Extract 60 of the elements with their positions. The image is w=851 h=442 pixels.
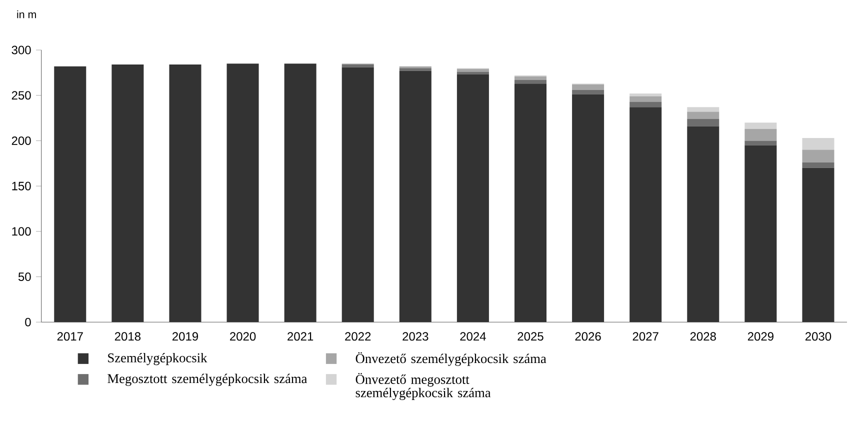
legend-label: Személygépkocsik (108, 352, 208, 366)
bar (514, 83, 546, 322)
bar (342, 64, 374, 68)
x-tick-label: 2020 (230, 332, 256, 341)
bar (572, 84, 604, 90)
bar (630, 96, 662, 102)
bar (687, 126, 720, 322)
x-tick-label: 2027 (632, 332, 658, 341)
bar (112, 64, 144, 322)
bar (342, 67, 374, 322)
bar (687, 112, 720, 119)
x-tick-label: 2024 (460, 332, 486, 341)
bar (744, 145, 777, 322)
bar (687, 118, 720, 126)
bar (54, 66, 86, 322)
bar (630, 93, 662, 96)
y-tick-label: 100 (12, 227, 31, 236)
bar (572, 94, 604, 322)
bar (456, 72, 489, 74)
x-tick-label: 2030 (805, 332, 832, 341)
x-tick-label: 2019 (172, 332, 198, 341)
bar (456, 68, 489, 72)
y-tick-label: 300 (12, 46, 31, 54)
x-tick-label: 2026 (575, 332, 601, 341)
bar (630, 102, 662, 108)
bar (802, 150, 834, 162)
y-tick-label: 150 (12, 182, 31, 190)
x-tick-label: 2022 (345, 332, 371, 341)
bar (744, 128, 777, 141)
bar (514, 76, 546, 80)
bar (802, 168, 834, 322)
x-tick-label: 2023 (402, 332, 428, 341)
x-tick-label: 2028 (690, 332, 716, 341)
bar (456, 74, 489, 322)
y-axis-title: in m (17, 10, 36, 18)
x-tick-label: 2017 (57, 332, 83, 341)
y-tick-label: 50 (18, 272, 31, 281)
bar (744, 122, 777, 129)
bar (802, 138, 834, 150)
bar (744, 140, 777, 146)
bar (687, 107, 720, 112)
x-tick-label: 2018 (114, 332, 140, 341)
y-tick-label: 0 (25, 318, 31, 326)
bar (802, 162, 834, 168)
legend-label: Önvezető megosztott személygépkocsik száma (356, 372, 491, 400)
bar (514, 80, 546, 84)
bar (169, 64, 202, 322)
bar (630, 107, 662, 322)
x-tick-label: 2021 (288, 332, 314, 341)
bar (226, 64, 259, 322)
bar (399, 68, 432, 71)
bar (572, 90, 604, 94)
legend-label: Önvezető személygépkocsik száma (356, 352, 546, 366)
bar (399, 70, 432, 322)
y-tick-label: 200 (12, 136, 31, 145)
bar (284, 64, 316, 322)
legend-label: Megosztott személygépkocsik száma (108, 374, 308, 386)
x-tick-label: 2025 (518, 332, 544, 341)
x-tick-label: 2029 (748, 332, 774, 341)
y-tick-label: 250 (12, 91, 31, 100)
